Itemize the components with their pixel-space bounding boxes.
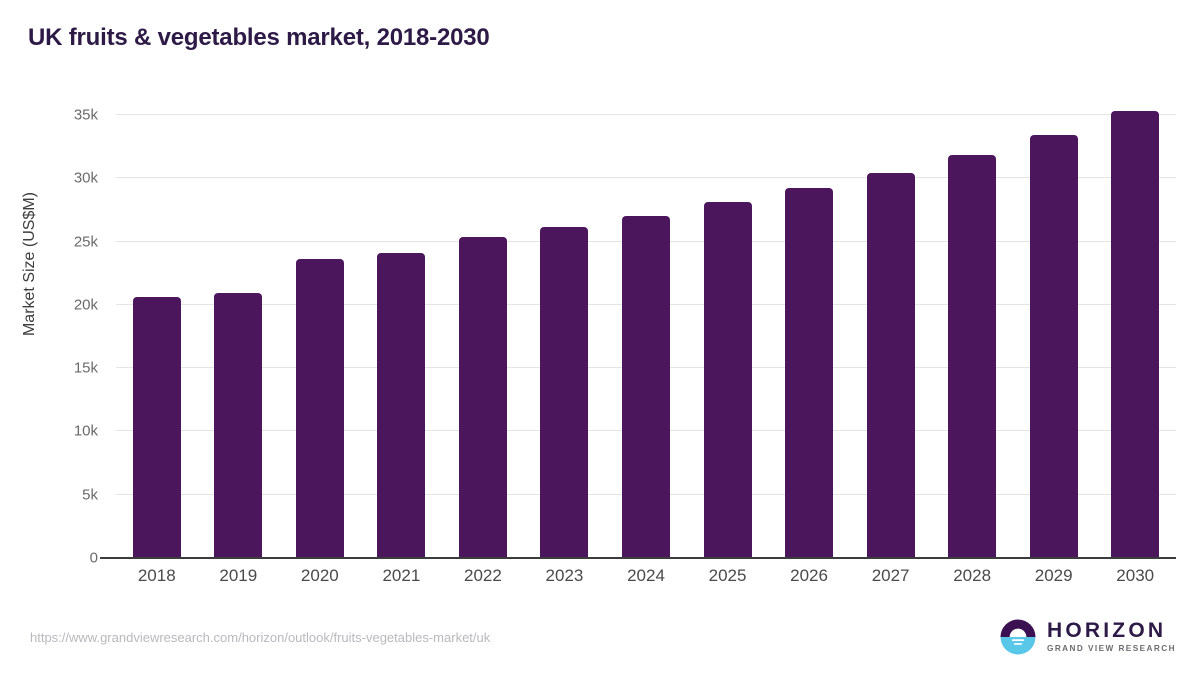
x-tick-label: 2020 [300, 566, 339, 585]
bar-2030[interactable] [1111, 111, 1160, 558]
x-tick-label: 2024 [627, 566, 665, 585]
bar-2025[interactable] [703, 202, 752, 558]
y-tick-label: 15k [73, 359, 98, 377]
bar-group[interactable] [703, 115, 752, 558]
bar-2020[interactable] [295, 259, 344, 558]
bar-group[interactable] [1111, 111, 1160, 558]
x-tick-label: 2018 [137, 566, 176, 585]
bar-2023[interactable] [540, 227, 589, 558]
bar-2022[interactable] [458, 236, 507, 558]
page-title: UK fruits & vegetables market, 2018-2030 [28, 24, 490, 51]
bar-group[interactable] [377, 115, 426, 558]
bar-2021[interactable] [377, 252, 426, 558]
bar-2029[interactable] [1029, 134, 1078, 558]
x-tick-label: 2019 [219, 566, 258, 585]
x-tick-label: 2026 [790, 566, 828, 585]
bar-group[interactable] [214, 115, 263, 558]
x-axis-tick-labels: 2018 2019 2020 2021 2022 2023 2024 2025 2026 2027… [116, 566, 1176, 592]
source-url[interactable]: https://www.grandviewresearch.com/horizo… [30, 630, 491, 645]
bar-2018[interactable] [132, 297, 181, 558]
x-tick-label: 2030 [1116, 566, 1155, 585]
bar-group[interactable] [458, 115, 507, 558]
brand-text: HORIZON GRAND VIEW RESEARCH [1047, 620, 1176, 653]
brand-name: HORIZON [1047, 619, 1167, 643]
x-axis-line [100, 557, 1176, 559]
brand-tagline: GRAND VIEW RESEARCH [1047, 644, 1176, 654]
gridline [116, 114, 1176, 115]
x-tick-label: 2022 [464, 566, 502, 585]
bar-group[interactable] [866, 115, 915, 558]
brand-logo: HORIZON GRAND VIEW RESEARCH [999, 618, 1176, 656]
bar-2026[interactable] [785, 188, 834, 558]
bar-group[interactable] [295, 115, 344, 558]
x-tick-label: 2027 [871, 566, 910, 585]
x-tick-label: 2028 [953, 566, 992, 585]
bar-group[interactable] [132, 115, 181, 558]
y-tick-label: 25k [73, 233, 98, 251]
x-tick-label: 2025 [708, 566, 747, 585]
y-tick-label: 35k [73, 106, 98, 124]
y-tick-label: 20k [73, 296, 98, 314]
y-tick-label: 0 [89, 549, 98, 567]
y-axis-tick-labels: 0 5k 10k 15k 20k 25k 30k 35k [0, 107, 98, 567]
y-tick-label: 10k [73, 422, 98, 440]
gridline [116, 177, 1176, 179]
bar-group[interactable] [785, 115, 834, 558]
y-tick-label: 30k [73, 169, 98, 187]
x-tick-label: 2021 [382, 566, 421, 585]
bar-2019[interactable] [214, 292, 263, 558]
bar-group[interactable] [540, 115, 589, 558]
bar-group[interactable] [622, 115, 670, 558]
bar-2028[interactable] [948, 154, 997, 558]
plot-area [100, 111, 1176, 559]
bar-series [116, 111, 1176, 558]
bar-2024[interactable] [622, 215, 670, 558]
horizon-sun-circle-icon [1000, 619, 1036, 655]
y-tick-label: 5k [82, 486, 98, 504]
bar-2027[interactable] [866, 173, 915, 558]
bar-group[interactable] [948, 115, 997, 558]
x-tick-label: 2023 [545, 566, 584, 585]
bar-group[interactable] [1029, 115, 1078, 558]
x-tick-label: 2029 [1034, 566, 1073, 585]
